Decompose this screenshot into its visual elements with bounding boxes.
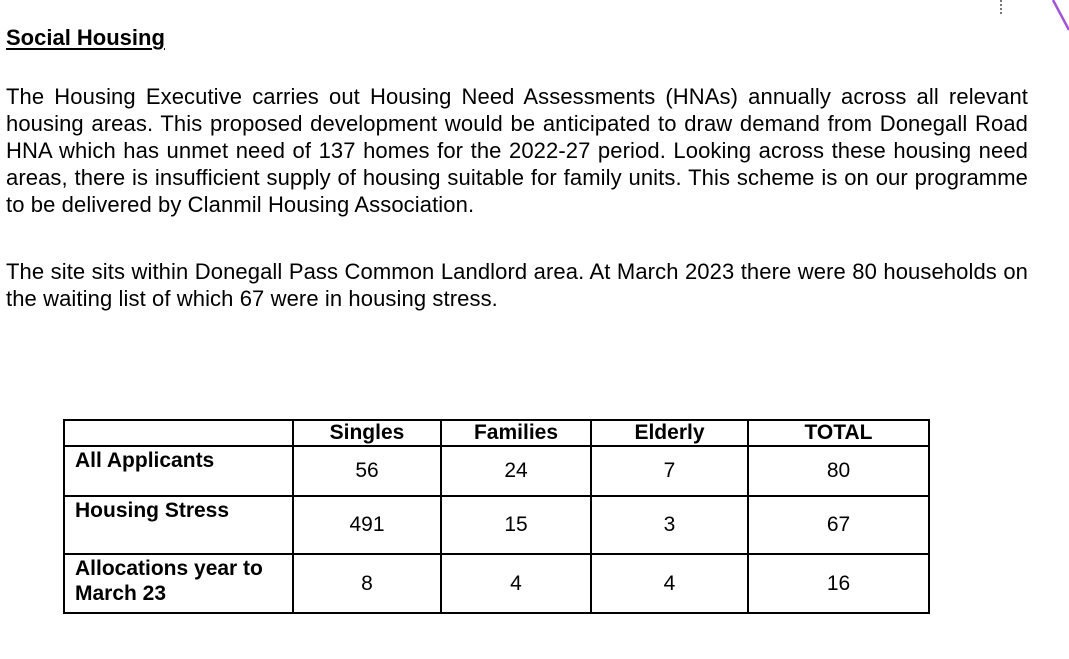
cell-housing-stress-singles: 491: [292, 495, 442, 555]
cell-all-applicants-families: 24: [440, 445, 592, 497]
column-header-families: Families: [440, 419, 592, 447]
cell-all-applicants-singles: 56: [292, 445, 442, 497]
housing-statistics-table: Singles Families Elderly TOTAL All Appli…: [63, 419, 930, 614]
cell-all-applicants-total: 80: [747, 445, 930, 497]
cell-allocations-singles: 8: [292, 553, 442, 614]
page-title: Social Housing: [6, 25, 165, 50]
column-header-elderly: Elderly: [590, 419, 749, 447]
table-header-row: Singles Families Elderly TOTAL: [63, 419, 930, 447]
cell-allocations-families: 4: [440, 553, 592, 614]
column-header-total: TOTAL: [747, 419, 930, 447]
cell-all-applicants-elderly: 7: [590, 445, 749, 497]
cell-housing-stress-total: 67: [747, 495, 930, 555]
row-label: Allocations year to March 23: [63, 553, 294, 614]
corner-annotation-line: [1051, 0, 1069, 31]
cell-housing-stress-elderly: 3: [590, 495, 749, 555]
paragraph-housing-need: The Housing Executive carries out Housin…: [6, 84, 1028, 217]
dotted-edge-mark: [1000, 0, 1002, 14]
cell-housing-stress-families: 15: [440, 495, 592, 555]
table-row-allocations: Allocations year to March 23 8 4 4 16: [63, 553, 930, 614]
table-row-all-applicants: All Applicants 56 24 7 80: [63, 445, 930, 497]
housing-statistics-table-container: Singles Families Elderly TOTAL All Appli…: [63, 419, 930, 614]
document-body: Social Housing The Housing Executive car…: [6, 24, 1028, 312]
cell-allocations-total: 16: [747, 553, 930, 614]
purple-diagonal-line: [1051, 0, 1069, 31]
column-header-blank: [63, 419, 294, 447]
row-label: Housing Stress: [63, 495, 294, 555]
paragraph-waiting-list: The site sits within Donegall Pass Commo…: [6, 259, 1028, 311]
column-header-singles: Singles: [292, 419, 442, 447]
table-row-housing-stress: Housing Stress 491 15 3 67: [63, 495, 930, 555]
row-label: All Applicants: [63, 445, 294, 497]
cell-allocations-elderly: 4: [590, 553, 749, 614]
